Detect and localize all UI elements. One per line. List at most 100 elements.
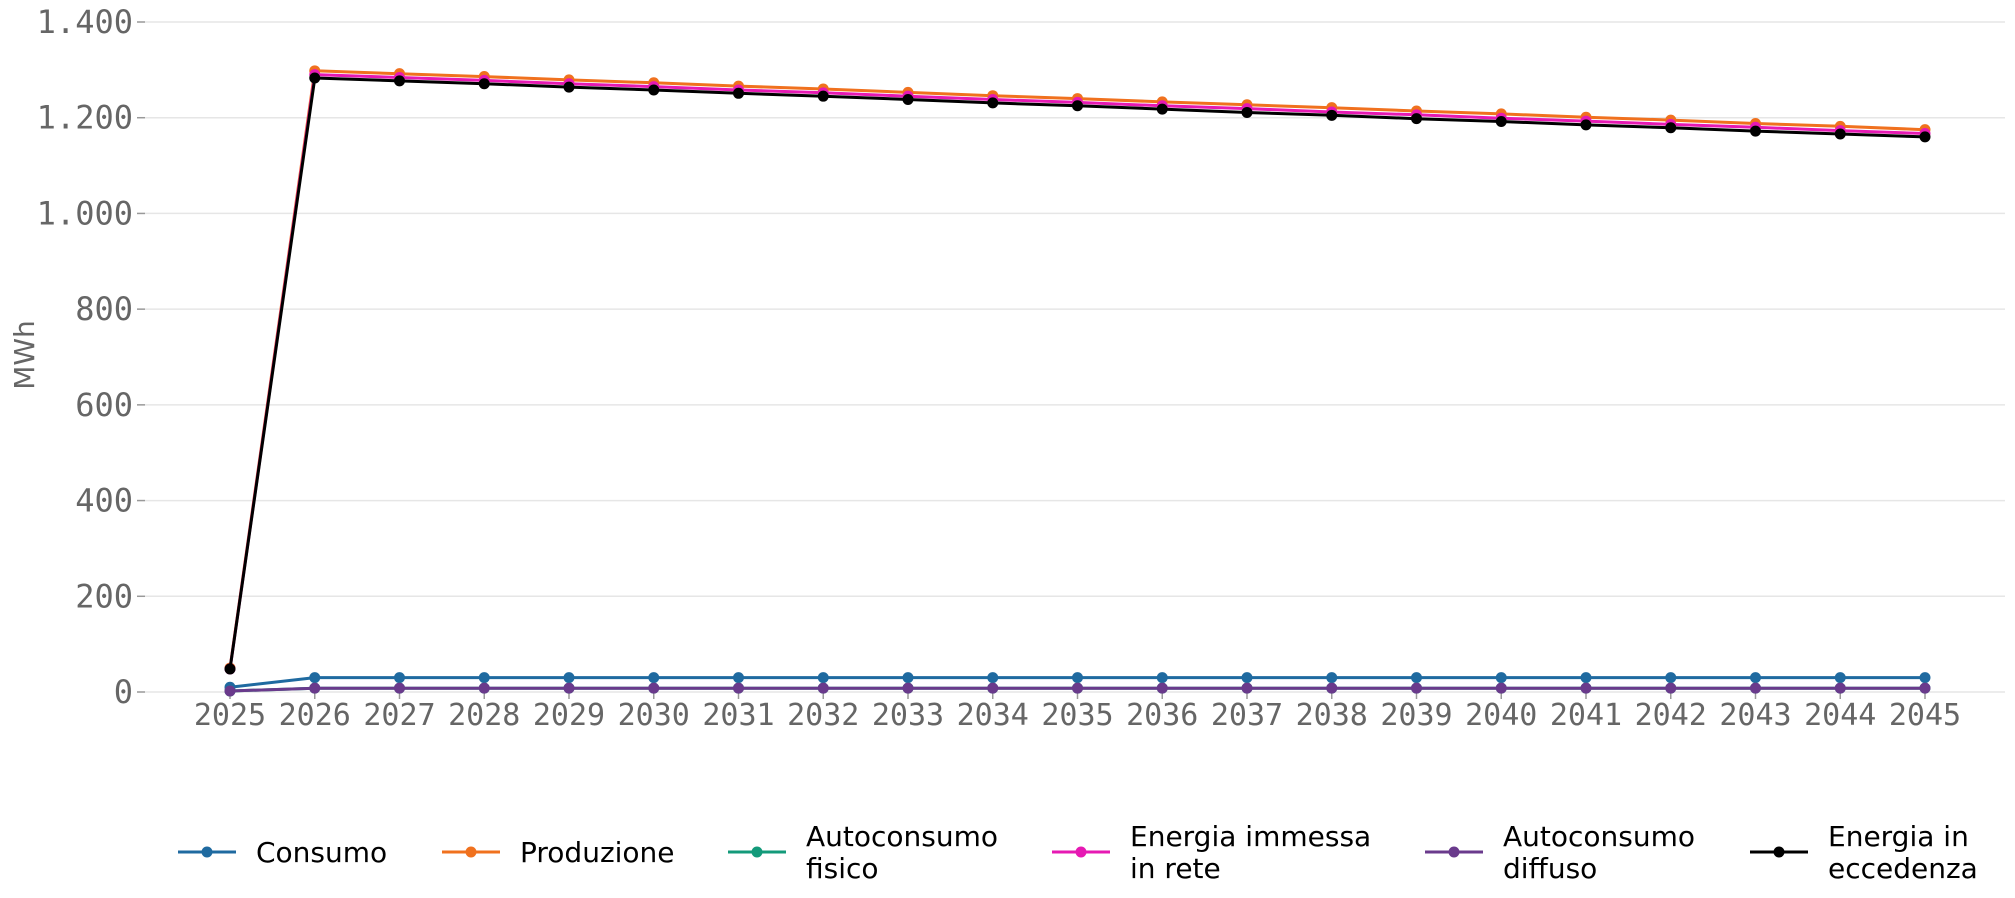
data-point	[309, 72, 321, 84]
data-point	[394, 75, 405, 87]
data-point	[1241, 672, 1253, 684]
x-tick-label: 2041	[1550, 698, 1622, 733]
data-point	[987, 97, 999, 109]
data-point	[1750, 672, 1761, 684]
data-point	[1665, 122, 1677, 134]
data-point	[394, 672, 405, 684]
data-point	[1072, 682, 1083, 694]
data-point	[224, 685, 236, 697]
data-point	[1750, 125, 1761, 137]
y-axis: 0 200 400 600 800 1.000 1.200 1.400	[37, 3, 145, 711]
y-tick-label: 0	[114, 673, 133, 711]
legend-swatch-marker	[465, 846, 477, 858]
legend-swatch-marker	[751, 846, 763, 858]
x-tick-label: 2026	[279, 698, 351, 733]
gridlines	[145, 21, 2005, 693]
series-0	[224, 672, 1931, 693]
data-point	[394, 682, 405, 694]
data-point	[1665, 682, 1677, 694]
data-point	[1834, 672, 1846, 684]
x-tick-label: 2045	[1889, 698, 1961, 733]
x-tick-label: 2033	[872, 698, 944, 733]
data-point	[1072, 672, 1083, 684]
y-tick-label: 1.400	[37, 3, 133, 41]
series-5	[224, 72, 1931, 675]
data-point	[733, 87, 744, 99]
series-line	[228, 76, 1926, 670]
data-point	[1411, 682, 1422, 694]
data-point	[1919, 682, 1931, 694]
x-tick-label: 2044	[1804, 698, 1876, 733]
data-point	[1241, 106, 1253, 118]
legend-label: Energia in	[1828, 820, 1969, 853]
data-point	[1495, 672, 1507, 684]
legend-label: Autoconsumo	[806, 820, 998, 853]
x-tick-label: 2034	[957, 698, 1029, 733]
data-point	[478, 672, 490, 684]
data-point	[1156, 103, 1168, 115]
data-point	[1495, 682, 1507, 694]
x-tick-label: 2040	[1465, 698, 1537, 733]
series-lines	[224, 65, 1931, 697]
x-axis: 2025 2026 2027 2028 2029 2030 2031 2032 2033 2034…	[194, 692, 1961, 733]
x-tick-label: 2030	[618, 698, 690, 733]
legend-swatch-marker	[1773, 846, 1785, 858]
x-tick-label: 2035	[1041, 698, 1113, 733]
data-point	[1665, 672, 1677, 684]
data-point	[1919, 672, 1931, 684]
series-line	[228, 69, 1926, 669]
legend-label: eccedenza	[1828, 852, 1978, 885]
y-tick-label: 400	[75, 482, 133, 520]
series-4	[224, 682, 1931, 697]
x-tick-label: 2038	[1296, 698, 1368, 733]
data-point	[1919, 131, 1931, 143]
x-tick-label: 2031	[702, 698, 774, 733]
data-point	[817, 90, 829, 102]
data-point	[1580, 672, 1592, 684]
legend-label: Consumo	[256, 836, 387, 869]
data-point	[309, 682, 321, 694]
series-3	[224, 69, 1931, 675]
data-point	[902, 94, 914, 106]
x-tick-label: 2025	[194, 698, 266, 733]
y-tick-label: 200	[75, 577, 133, 615]
x-tick-label: 2027	[363, 698, 435, 733]
x-tick-label: 2037	[1211, 698, 1283, 733]
data-point	[224, 663, 236, 675]
data-point	[1156, 672, 1168, 684]
data-point	[817, 672, 829, 684]
data-point	[1156, 682, 1168, 694]
data-point	[1580, 682, 1592, 694]
legend-entry[interactable]: Consumo	[178, 836, 387, 869]
series-line	[228, 73, 1926, 670]
legend-label: Produzione	[520, 836, 675, 869]
data-point	[478, 682, 490, 694]
x-tick-label: 2028	[448, 698, 520, 733]
data-point	[1241, 682, 1253, 694]
legend-entry[interactable]: Produzione	[442, 836, 675, 869]
data-point	[1580, 119, 1592, 131]
data-point	[309, 672, 321, 684]
data-point	[817, 682, 829, 694]
data-point	[1834, 682, 1846, 694]
y-tick-label: 1.000	[37, 194, 133, 232]
x-tick-label: 2043	[1719, 698, 1791, 733]
data-point	[902, 672, 914, 684]
data-point	[987, 682, 999, 694]
legend-label: Autoconsumo	[1503, 820, 1695, 853]
data-point	[1495, 116, 1507, 128]
x-tick-label: 2032	[787, 698, 859, 733]
data-point	[563, 81, 575, 93]
x-tick-label: 2039	[1380, 698, 1452, 733]
data-point	[987, 672, 999, 684]
legend-label: in rete	[1130, 852, 1221, 885]
y-tick-label: 800	[75, 290, 133, 328]
data-point	[1411, 672, 1422, 684]
data-point	[1411, 113, 1422, 125]
